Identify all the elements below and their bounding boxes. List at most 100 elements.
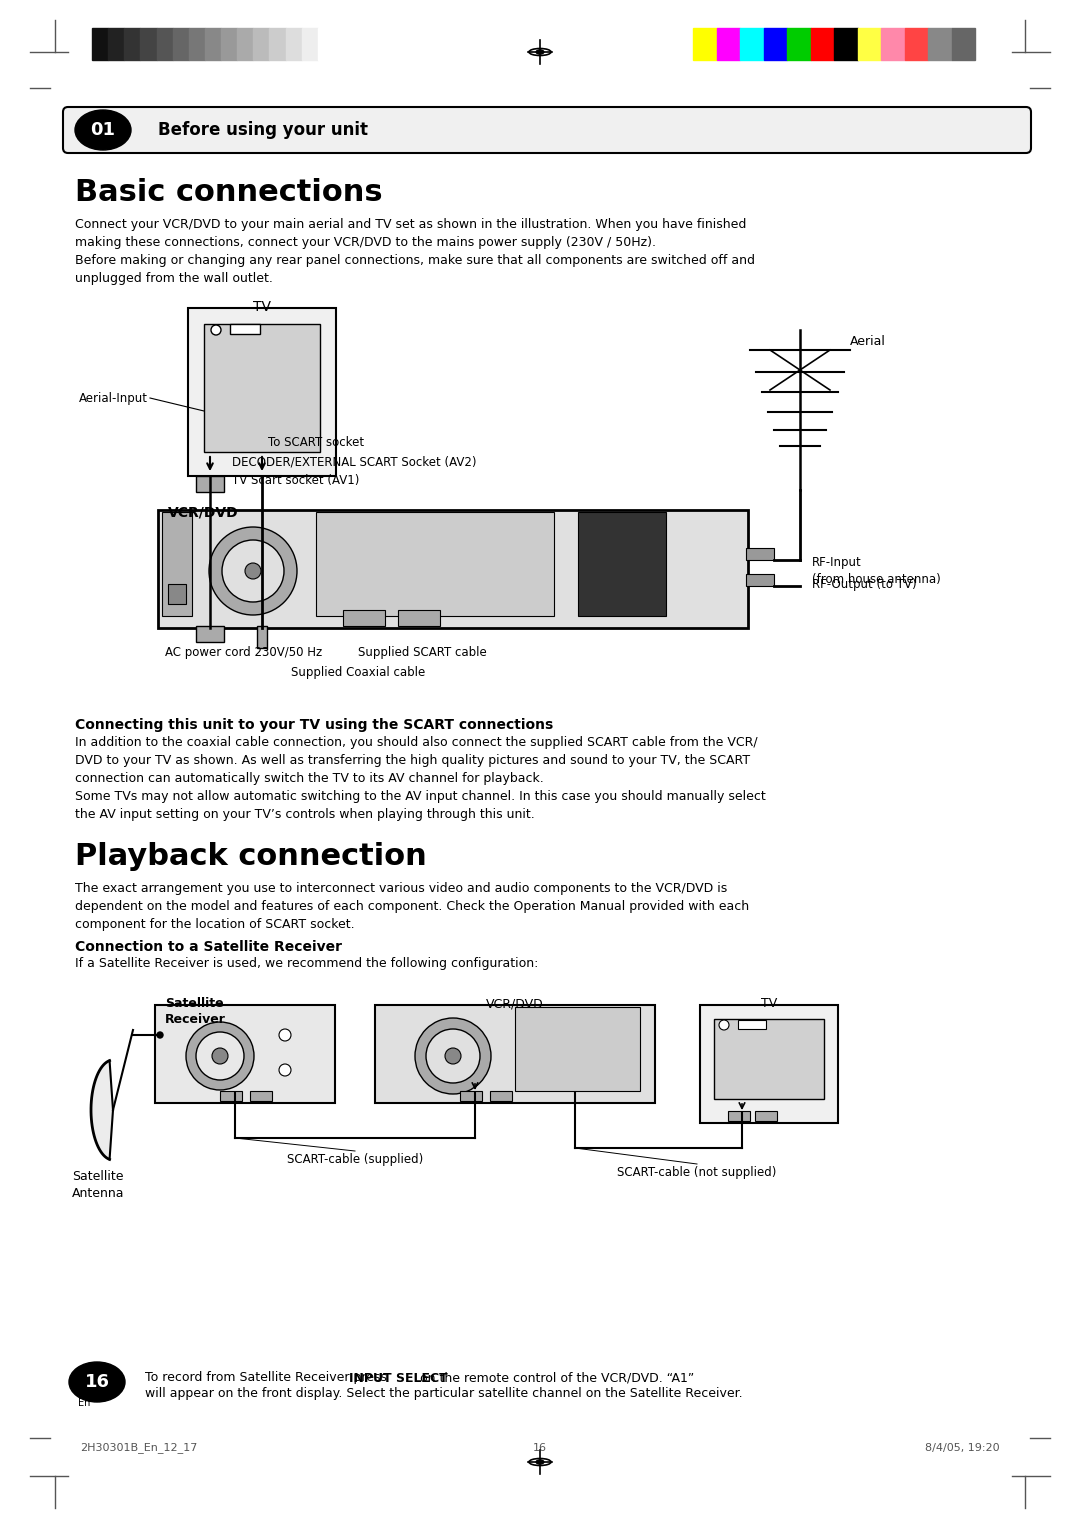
Bar bbox=[714, 1019, 824, 1099]
Bar bbox=[928, 28, 951, 60]
Bar bbox=[746, 549, 774, 559]
Bar bbox=[238, 28, 254, 60]
Bar bbox=[195, 626, 224, 642]
Text: To SCART socket: To SCART socket bbox=[268, 435, 364, 449]
Bar bbox=[249, 1091, 272, 1102]
Text: DECODER/EXTERNAL SCART Socket (AV2): DECODER/EXTERNAL SCART Socket (AV2) bbox=[232, 455, 476, 469]
Text: If a Satellite Receiver is used, we recommend the following configuration:: If a Satellite Receiver is used, we reco… bbox=[75, 957, 538, 970]
Bar bbox=[230, 324, 260, 335]
Bar bbox=[881, 28, 905, 60]
Ellipse shape bbox=[536, 1459, 544, 1464]
Bar bbox=[740, 28, 764, 60]
Bar bbox=[316, 512, 554, 616]
Text: 2H30301B_En_12_17: 2H30301B_En_12_17 bbox=[80, 1442, 198, 1453]
Bar bbox=[858, 28, 881, 60]
Bar bbox=[140, 28, 157, 60]
Text: Basic connections: Basic connections bbox=[75, 177, 382, 206]
FancyBboxPatch shape bbox=[375, 1005, 654, 1103]
Bar bbox=[221, 28, 238, 60]
Bar bbox=[764, 28, 787, 60]
Text: Before using your unit: Before using your unit bbox=[158, 121, 368, 139]
Polygon shape bbox=[91, 1060, 113, 1160]
Bar bbox=[257, 626, 267, 648]
Bar bbox=[755, 1111, 777, 1122]
Ellipse shape bbox=[69, 1361, 125, 1403]
Circle shape bbox=[719, 1021, 729, 1030]
Text: 8/4/05, 19:20: 8/4/05, 19:20 bbox=[926, 1442, 1000, 1453]
Text: To record from Satellite Receiver press: To record from Satellite Receiver press bbox=[145, 1372, 391, 1384]
Bar bbox=[204, 324, 320, 452]
Text: The exact arrangement you use to interconnect various video and audio components: The exact arrangement you use to interco… bbox=[75, 882, 750, 931]
Bar bbox=[905, 28, 928, 60]
Bar bbox=[693, 28, 716, 60]
Bar bbox=[787, 28, 810, 60]
Text: RF-Input
(from house antenna): RF-Input (from house antenna) bbox=[812, 556, 941, 587]
Bar bbox=[92, 28, 108, 60]
Text: VCR/DVD: VCR/DVD bbox=[486, 996, 544, 1010]
Bar bbox=[460, 1091, 482, 1102]
FancyBboxPatch shape bbox=[63, 107, 1031, 153]
Bar bbox=[951, 28, 975, 60]
Bar bbox=[173, 28, 189, 60]
Bar bbox=[254, 28, 270, 60]
Circle shape bbox=[279, 1063, 291, 1076]
Text: TV: TV bbox=[761, 996, 778, 1010]
Text: Connect your VCR/DVD to your main aerial and TV set as shown in the illustration: Connect your VCR/DVD to your main aerial… bbox=[75, 219, 755, 286]
Text: Connection to a Satellite Receiver: Connection to a Satellite Receiver bbox=[75, 940, 342, 953]
Bar bbox=[728, 1111, 750, 1122]
FancyBboxPatch shape bbox=[158, 510, 748, 628]
Bar bbox=[124, 28, 140, 60]
Text: AC power cord 230V/50 Hz: AC power cord 230V/50 Hz bbox=[165, 646, 322, 659]
Circle shape bbox=[157, 1031, 163, 1038]
Text: on the remote control of the VCR/DVD. “A1”: on the remote control of the VCR/DVD. “A… bbox=[416, 1372, 694, 1384]
Bar bbox=[108, 28, 124, 60]
Text: Connecting this unit to your TV using the SCART connections: Connecting this unit to your TV using th… bbox=[75, 718, 553, 732]
Text: TV Scart socket (AV1): TV Scart socket (AV1) bbox=[232, 474, 360, 486]
Text: Supplied Coaxial cable: Supplied Coaxial cable bbox=[291, 666, 426, 678]
Text: INPUT SELECT: INPUT SELECT bbox=[349, 1372, 448, 1384]
Bar bbox=[318, 28, 334, 60]
FancyBboxPatch shape bbox=[188, 309, 336, 477]
Text: will appear on the front display. Select the particular satellite channel on the: will appear on the front display. Select… bbox=[145, 1387, 743, 1401]
Bar bbox=[515, 1007, 640, 1091]
Bar bbox=[343, 610, 384, 626]
Bar bbox=[738, 1021, 766, 1028]
Text: VCR/DVD: VCR/DVD bbox=[168, 504, 239, 520]
Bar bbox=[490, 1091, 512, 1102]
Bar bbox=[220, 1091, 242, 1102]
Bar bbox=[189, 28, 205, 60]
Text: 16: 16 bbox=[534, 1442, 546, 1453]
Ellipse shape bbox=[536, 50, 544, 53]
Text: In addition to the coaxial cable connection, you should also connect the supplie: In addition to the coaxial cable connect… bbox=[75, 736, 766, 821]
Bar bbox=[195, 477, 224, 492]
FancyBboxPatch shape bbox=[700, 1005, 838, 1123]
Bar bbox=[301, 28, 318, 60]
Text: Satellite
Receiver: Satellite Receiver bbox=[165, 996, 226, 1025]
Text: Playback connection: Playback connection bbox=[75, 842, 427, 871]
Text: RF-Output (to TV): RF-Output (to TV) bbox=[812, 578, 917, 590]
Bar bbox=[285, 28, 301, 60]
Circle shape bbox=[212, 1048, 228, 1063]
Circle shape bbox=[245, 562, 261, 579]
Text: SCART-cable (supplied): SCART-cable (supplied) bbox=[287, 1154, 423, 1166]
Circle shape bbox=[445, 1048, 461, 1063]
Text: 16: 16 bbox=[84, 1374, 109, 1390]
Circle shape bbox=[211, 325, 221, 335]
Bar bbox=[716, 28, 740, 60]
Bar bbox=[205, 28, 221, 60]
Text: Supplied SCART cable: Supplied SCART cable bbox=[357, 646, 487, 659]
Bar bbox=[157, 28, 173, 60]
Text: Aerial: Aerial bbox=[850, 335, 886, 348]
Bar bbox=[810, 28, 834, 60]
Text: Satellite
Antenna: Satellite Antenna bbox=[72, 1170, 124, 1199]
Text: Aerial-Input: Aerial-Input bbox=[79, 391, 148, 405]
Bar bbox=[578, 512, 666, 616]
Ellipse shape bbox=[75, 110, 131, 150]
Text: SCART-cable (not supplied): SCART-cable (not supplied) bbox=[618, 1166, 777, 1180]
FancyBboxPatch shape bbox=[156, 1005, 335, 1103]
Bar bbox=[746, 575, 774, 587]
Text: En: En bbox=[78, 1398, 91, 1407]
Bar bbox=[270, 28, 285, 60]
Bar bbox=[162, 512, 192, 616]
Circle shape bbox=[279, 1028, 291, 1041]
